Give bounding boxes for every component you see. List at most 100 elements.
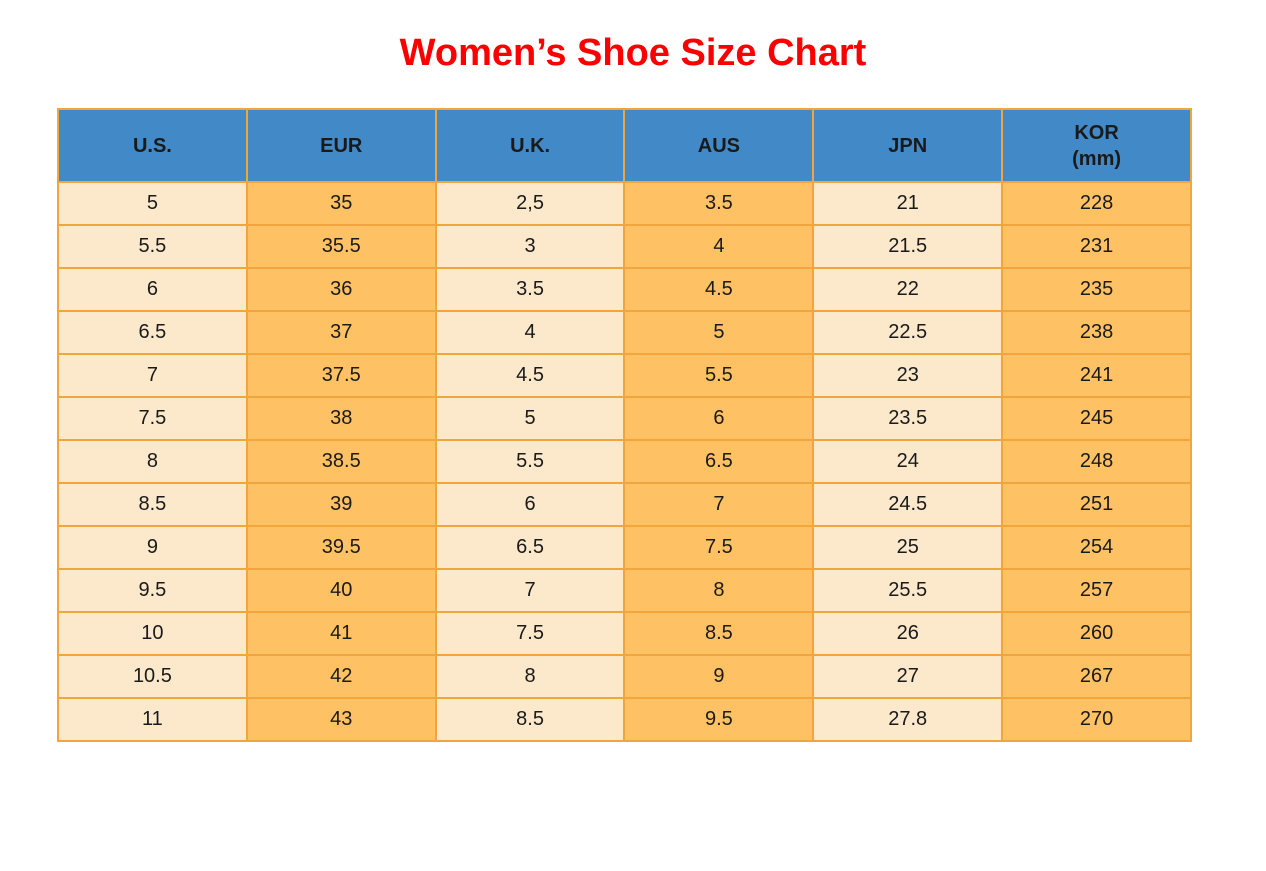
cell-kor: 248 bbox=[1001, 439, 1192, 484]
cell-kor: 267 bbox=[1001, 654, 1192, 699]
table-header-row: U.S. EUR U.K. AUS JPN KOR (mm) bbox=[57, 108, 1192, 183]
table-head: U.S. EUR U.K. AUS JPN KOR (mm) bbox=[57, 108, 1192, 183]
cell-jpn: 27 bbox=[812, 654, 1004, 699]
cell-aus: 9.5 bbox=[623, 697, 815, 742]
cell-jpn: 21.5 bbox=[812, 224, 1004, 269]
cell-aus: 6 bbox=[623, 396, 815, 441]
cell-uk: 6 bbox=[434, 482, 626, 527]
table-row: 7.5 38 5 6 23.5 245 bbox=[57, 396, 1192, 441]
cell-aus: 8 bbox=[623, 568, 815, 613]
cell-jpn: 25 bbox=[812, 525, 1004, 570]
column-header-jpn: JPN bbox=[812, 108, 1004, 183]
cell-us: 8.5 bbox=[57, 482, 248, 527]
cell-jpn: 22.5 bbox=[812, 310, 1004, 355]
cell-us: 11 bbox=[57, 697, 248, 742]
cell-aus: 3.5 bbox=[623, 181, 815, 226]
cell-kor: 235 bbox=[1001, 267, 1192, 312]
cell-aus: 7.5 bbox=[623, 525, 815, 570]
cell-us: 5.5 bbox=[57, 224, 248, 269]
cell-uk: 3 bbox=[434, 224, 626, 269]
table-row: 8.5 39 6 7 24.5 251 bbox=[57, 482, 1192, 527]
cell-eur: 37 bbox=[245, 310, 437, 355]
cell-eur: 38.5 bbox=[245, 439, 437, 484]
column-header-label: KOR bbox=[1074, 121, 1119, 144]
cell-uk: 7 bbox=[434, 568, 626, 613]
column-header-uk: U.K. bbox=[434, 108, 626, 183]
cell-kor: 254 bbox=[1001, 525, 1192, 570]
table-row: 6.5 37 4 5 22.5 238 bbox=[57, 310, 1192, 355]
cell-aus: 5.5 bbox=[623, 353, 815, 398]
cell-aus: 5 bbox=[623, 310, 815, 355]
cell-aus: 7 bbox=[623, 482, 815, 527]
cell-jpn: 22 bbox=[812, 267, 1004, 312]
cell-jpn: 26 bbox=[812, 611, 1004, 656]
cell-aus: 4.5 bbox=[623, 267, 815, 312]
page: Women’s Shoe Size Chart U.S. EUR U.K. AUS JP… bbox=[0, 30, 1266, 742]
table-body: 5 35 2,5 3.5 21 228 5.5 35.5 3 4 21.5 231 6 36 3.5 4.5 2… bbox=[57, 181, 1192, 742]
table-row: 9.5 40 7 8 25.5 257 bbox=[57, 568, 1192, 613]
cell-aus: 9 bbox=[623, 654, 815, 699]
cell-uk: 4.5 bbox=[434, 353, 626, 398]
cell-uk: 3.5 bbox=[434, 267, 626, 312]
cell-eur: 35 bbox=[245, 181, 437, 226]
cell-kor: 270 bbox=[1001, 697, 1192, 742]
cell-eur: 40 bbox=[245, 568, 437, 613]
cell-jpn: 24.5 bbox=[812, 482, 1004, 527]
cell-uk: 5 bbox=[434, 396, 626, 441]
cell-aus: 6.5 bbox=[623, 439, 815, 484]
column-header-label: U.S. bbox=[132, 134, 172, 157]
cell-aus: 4 bbox=[623, 224, 815, 269]
cell-jpn: 21 bbox=[812, 181, 1004, 226]
column-header-eur: EUR bbox=[245, 108, 437, 183]
cell-kor: 260 bbox=[1001, 611, 1192, 656]
column-header-label: EUR bbox=[320, 134, 363, 157]
cell-jpn: 23.5 bbox=[812, 396, 1004, 441]
cell-uk: 6.5 bbox=[434, 525, 626, 570]
cell-uk: 2,5 bbox=[434, 181, 626, 226]
cell-us: 8 bbox=[57, 439, 248, 484]
cell-jpn: 27.8 bbox=[812, 697, 1004, 742]
column-header-label: AUS bbox=[697, 134, 741, 157]
cell-uk: 8.5 bbox=[434, 697, 626, 742]
cell-jpn: 25.5 bbox=[812, 568, 1004, 613]
table-row: 5.5 35.5 3 4 21.5 231 bbox=[57, 224, 1192, 269]
cell-us: 6.5 bbox=[57, 310, 248, 355]
cell-kor: 257 bbox=[1001, 568, 1192, 613]
page-title: Women’s Shoe Size Chart bbox=[399, 32, 867, 74]
cell-us: 7 bbox=[57, 353, 248, 398]
cell-eur: 37.5 bbox=[245, 353, 437, 398]
cell-uk: 5.5 bbox=[434, 439, 626, 484]
cell-us: 10 bbox=[57, 611, 248, 656]
cell-eur: 39.5 bbox=[245, 525, 437, 570]
table-row: 10.5 42 8 9 27 267 bbox=[57, 654, 1192, 699]
column-header-aus: AUS bbox=[623, 108, 815, 183]
cell-us: 10.5 bbox=[57, 654, 248, 699]
table-row: 9 39.5 6.5 7.5 25 254 bbox=[57, 525, 1192, 570]
cell-kor: 231 bbox=[1001, 224, 1192, 269]
cell-jpn: 23 bbox=[812, 353, 1004, 398]
cell-us: 9 bbox=[57, 525, 248, 570]
cell-eur: 42 bbox=[245, 654, 437, 699]
table-row: 6 36 3.5 4.5 22 235 bbox=[57, 267, 1192, 312]
table-row: 10 41 7.5 8.5 26 260 bbox=[57, 611, 1192, 656]
table-row: 5 35 2,5 3.5 21 228 bbox=[57, 181, 1192, 226]
cell-kor: 245 bbox=[1001, 396, 1192, 441]
cell-uk: 7.5 bbox=[434, 611, 626, 656]
table-row: 7 37.5 4.5 5.5 23 241 bbox=[57, 353, 1192, 398]
cell-us: 6 bbox=[57, 267, 248, 312]
cell-eur: 38 bbox=[245, 396, 437, 441]
cell-eur: 36 bbox=[245, 267, 437, 312]
shoe-size-table: U.S. EUR U.K. AUS JPN KOR (mm) 5 35 2,5 3.5 21 228 5… bbox=[57, 108, 1192, 742]
table-row: 11 43 8.5 9.5 27.8 270 bbox=[57, 697, 1192, 742]
cell-us: 5 bbox=[57, 181, 248, 226]
column-header-label: U.K. bbox=[510, 134, 551, 157]
table-row: 8 38.5 5.5 6.5 24 248 bbox=[57, 439, 1192, 484]
cell-us: 9.5 bbox=[57, 568, 248, 613]
column-header-sublabel: (mm) bbox=[1072, 147, 1122, 170]
cell-kor: 238 bbox=[1001, 310, 1192, 355]
cell-eur: 35.5 bbox=[245, 224, 437, 269]
cell-uk: 8 bbox=[434, 654, 626, 699]
cell-kor: 228 bbox=[1001, 181, 1192, 226]
column-header-label: JPN bbox=[888, 134, 928, 157]
cell-kor: 241 bbox=[1001, 353, 1192, 398]
